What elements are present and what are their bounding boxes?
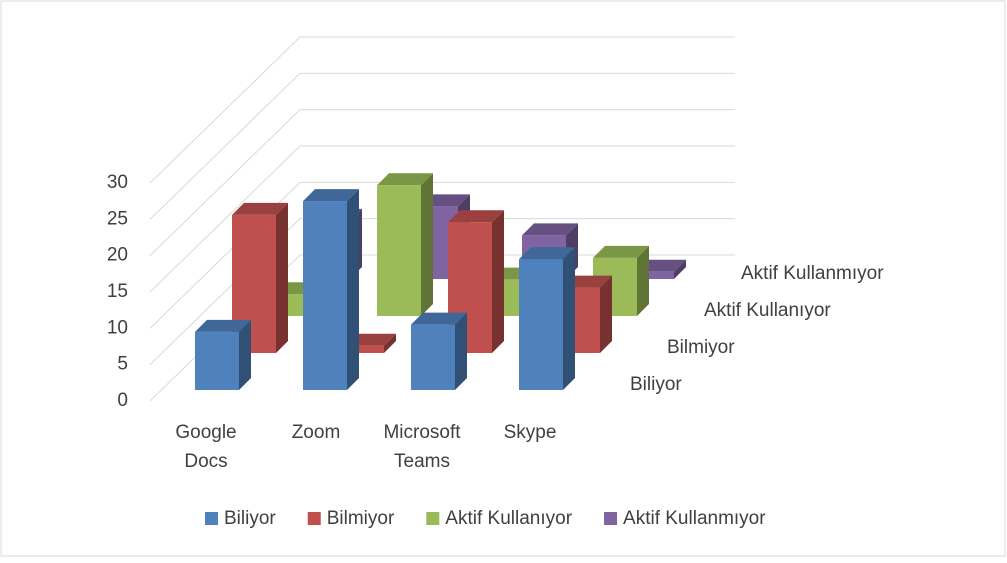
- bar-top: [303, 189, 359, 202]
- bar-side: [384, 333, 396, 353]
- bar-side: [347, 189, 359, 390]
- bar-side: [276, 202, 288, 353]
- legend-label: Biliyor: [224, 508, 276, 529]
- bar-top: [519, 247, 575, 260]
- bar-3d: [195, 319, 251, 390]
- bar-side: [637, 245, 649, 316]
- grid-line: [149, 72, 735, 220]
- bar-3d: [411, 312, 467, 390]
- legend-label: Bilmiyor: [327, 508, 395, 529]
- bar: [377, 185, 421, 316]
- bar-top: [411, 312, 467, 325]
- bar-side: [421, 173, 433, 316]
- bar-top: [448, 210, 504, 223]
- bar-top: [195, 319, 251, 332]
- grid-line: [149, 218, 735, 366]
- grid-line: [149, 145, 735, 293]
- y-tick-label: 20: [107, 245, 128, 266]
- grid-line: [149, 36, 735, 184]
- bar: [303, 201, 347, 390]
- series-depth-label: Biliyor: [630, 374, 682, 395]
- grid-line: [149, 181, 735, 329]
- legend-swatch: [604, 512, 618, 525]
- series-depth-label: Aktif Kullanıyor: [704, 300, 831, 321]
- bar-top: [232, 202, 288, 215]
- x-tick-label: Microsoft Teams: [383, 422, 461, 472]
- bar-3d: [303, 189, 359, 390]
- bar: [411, 324, 455, 390]
- y-tick-label: 10: [107, 317, 128, 338]
- x-tick-label: Google Docs: [175, 422, 236, 472]
- legend-swatch: [307, 512, 321, 525]
- bar: [519, 259, 563, 390]
- series-depth-label: Aktif Kullanmıyor: [741, 263, 884, 284]
- bar-side: [455, 312, 467, 390]
- bar-side: [492, 210, 504, 353]
- bar: [195, 331, 239, 390]
- bar-3d: [519, 247, 575, 390]
- bar-3d: [377, 173, 433, 316]
- bar-side: [239, 319, 251, 390]
- y-tick-label: 25: [107, 208, 128, 229]
- series-depth-label: Bilmiyor: [667, 337, 735, 358]
- y-tick-label: 5: [117, 354, 128, 375]
- y-tick-label: 0: [117, 390, 128, 411]
- bar-side: [600, 275, 612, 353]
- bar-side: [674, 259, 686, 279]
- legend-swatch: [205, 512, 218, 525]
- bar-top: [522, 223, 578, 236]
- grid-line: [149, 109, 735, 257]
- y-tick-label: 15: [107, 281, 128, 302]
- x-tick-label: Skype: [504, 422, 557, 443]
- legend-swatch: [426, 512, 440, 525]
- legend-label: Aktif Kullanıyor: [445, 508, 572, 529]
- y-tick-label: 30: [107, 172, 128, 193]
- bar: [630, 271, 674, 279]
- bar-top: [593, 245, 649, 258]
- bar-side: [563, 247, 575, 390]
- bar: [340, 345, 384, 353]
- legend-label: Aktif Kullanmıyor: [623, 508, 766, 529]
- x-tick-label: Zoom: [292, 422, 341, 443]
- bar-top: [377, 173, 433, 186]
